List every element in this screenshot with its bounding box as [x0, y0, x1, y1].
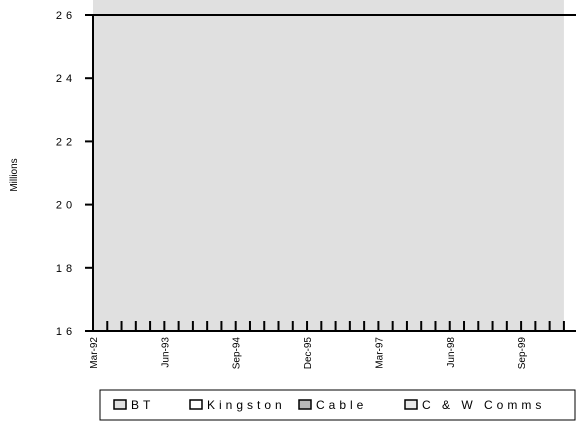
legend-swatch	[298, 399, 312, 410]
x-tick-label: Mar-92	[89, 337, 100, 369]
legend	[99, 389, 576, 421]
legend-swatch	[113, 399, 127, 410]
x-tick-label: Sep-99	[517, 337, 528, 370]
y-tick-label: 22	[56, 136, 76, 148]
y-tick-label: 16	[56, 326, 76, 338]
legend-label: BT	[131, 398, 154, 412]
legend-label: Cable	[316, 398, 367, 412]
y-tick-label: 20	[56, 200, 76, 212]
y-tick-label: 24	[56, 73, 76, 85]
y-tick-label: 26	[56, 10, 76, 22]
x-tick-label: Sep-94	[232, 337, 243, 370]
legend-label: Kingston	[207, 398, 286, 412]
legend-swatch	[404, 399, 418, 410]
x-tick-label: Jun-98	[446, 337, 457, 368]
legend-label: C & W Comms	[422, 398, 545, 412]
x-tick-label: Mar-97	[374, 337, 385, 369]
legend-swatch	[189, 399, 203, 410]
y-axis-label: Millions	[9, 158, 20, 191]
x-tick-label: Jun-93	[160, 337, 171, 368]
area	[93, 0, 564, 331]
x-tick-label: Dec-95	[303, 337, 314, 370]
y-tick-label: 18	[56, 263, 76, 275]
